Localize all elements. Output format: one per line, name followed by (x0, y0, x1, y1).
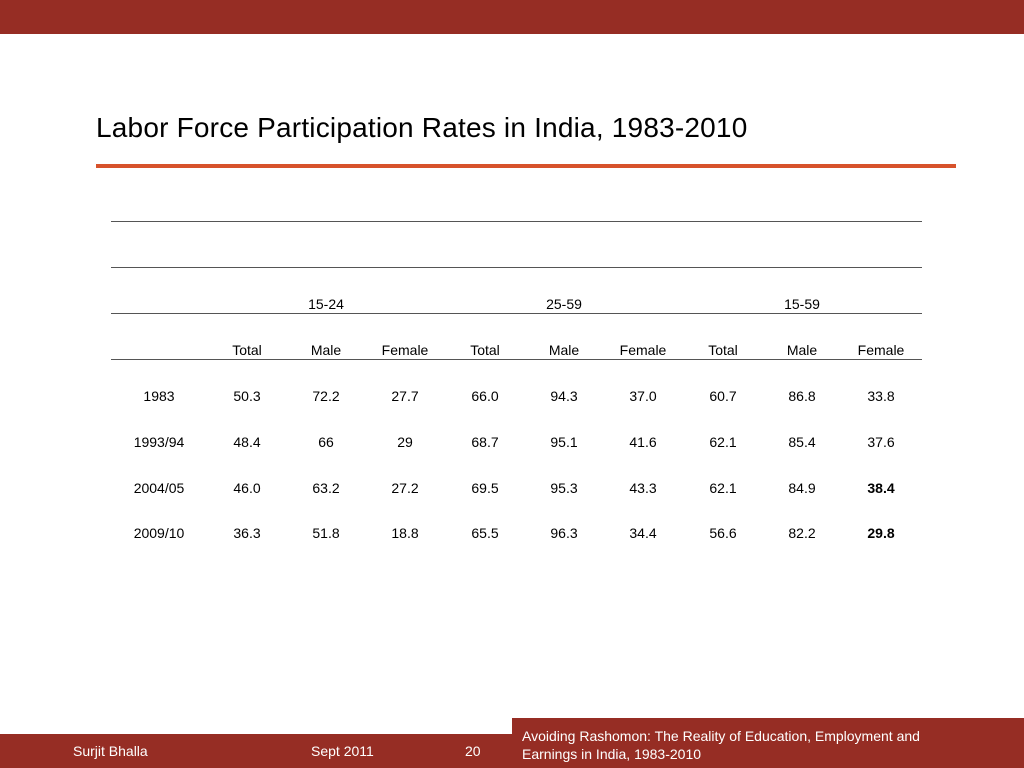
table-cell: 84.9 (788, 480, 816, 496)
table-cell: 86.8 (788, 388, 816, 404)
table-cell: 62.1 (709, 434, 737, 450)
table-rule-3 (111, 313, 922, 314)
table-cell: 82.2 (788, 525, 816, 541)
table-cell: 65.5 (471, 525, 499, 541)
footer-presentation-title-line2: Earnings in India, 1983-2010 (522, 746, 702, 762)
column-header: Total (470, 342, 500, 358)
row-year: 1993/94 (133, 434, 185, 450)
table-cell: 33.8 (867, 388, 895, 404)
age-group-header-15-59: 15-59 (784, 296, 820, 312)
age-group-header-25-59: 25-59 (546, 296, 582, 312)
row-year: 2009/10 (133, 525, 185, 541)
table-cell: 56.6 (709, 525, 737, 541)
table-cell: 51.8 (312, 525, 340, 541)
footer-page-number: 20 (465, 743, 481, 759)
table-cell: 27.2 (391, 480, 419, 496)
column-header: Total (708, 342, 738, 358)
table-cell: 27.7 (391, 388, 419, 404)
column-header: Female (381, 342, 429, 358)
column-header: Male (786, 342, 818, 358)
footer-title-box (512, 718, 1024, 768)
column-header: Female (857, 342, 905, 358)
table-cell: 66.0 (471, 388, 499, 404)
table-cell: 96.3 (550, 525, 578, 541)
footer-presentation-title: Avoiding Rashomon: The Reality of Educat… (522, 727, 1012, 763)
table-cell: 46.0 (233, 480, 261, 496)
table-cell: 95.3 (550, 480, 578, 496)
table-cell: 37.0 (629, 388, 657, 404)
table-cell: 68.7 (471, 434, 499, 450)
table-cell: 48.4 (233, 434, 261, 450)
table-cell: 18.8 (391, 525, 419, 541)
table-rule-top (111, 221, 922, 222)
table-cell: 66 (318, 434, 334, 450)
table-cell: 36.3 (233, 525, 261, 541)
table-cell: 43.3 (629, 480, 657, 496)
table-rule-4 (111, 359, 922, 360)
table-cell: 62.1 (709, 480, 737, 496)
table-cell-highlight: 29.8 (867, 525, 895, 541)
table-cell: 69.5 (471, 480, 499, 496)
column-header: Total (232, 342, 262, 358)
table-cell: 34.4 (629, 525, 657, 541)
title-underline (96, 164, 956, 168)
footer-presentation-title-line1: Avoiding Rashomon: The Reality of Educat… (522, 728, 920, 744)
age-group-header-15-24: 15-24 (308, 296, 344, 312)
table-cell: 63.2 (312, 480, 340, 496)
table-cell: 85.4 (788, 434, 816, 450)
slide-title: Labor Force Participation Rates in India… (96, 112, 748, 143)
footer-author: Surjit Bhalla (73, 743, 148, 759)
table-cell-highlight: 38.4 (867, 480, 895, 496)
table-cell: 95.1 (550, 434, 578, 450)
column-header: Male (310, 342, 342, 358)
row-year: 2004/05 (133, 480, 185, 496)
column-header: Female (619, 342, 667, 358)
table-cell: 94.3 (550, 388, 578, 404)
table-cell: 41.6 (629, 434, 657, 450)
table-cell: 60.7 (709, 388, 737, 404)
column-header: Male (548, 342, 580, 358)
table-cell: 29 (397, 434, 413, 450)
header-bar (0, 0, 1024, 34)
row-year: 1983 (143, 388, 175, 404)
table-rule-2 (111, 267, 922, 268)
table-cell: 50.3 (233, 388, 261, 404)
table-cell: 72.2 (312, 388, 340, 404)
table-cell: 37.6 (867, 434, 895, 450)
footer-date: Sept 2011 (311, 743, 374, 759)
